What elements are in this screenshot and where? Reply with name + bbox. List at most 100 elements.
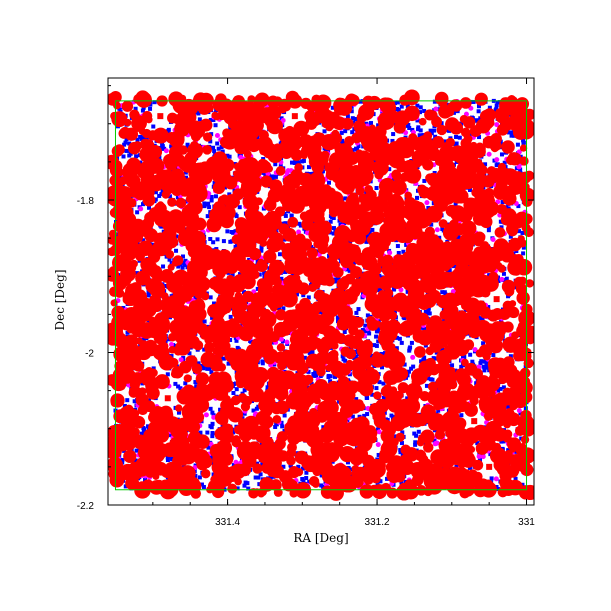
blue-point [279,420,284,425]
blue-point [298,223,303,228]
blue-point [404,242,409,247]
magenta-point [494,157,500,163]
blue-point [280,424,285,429]
blue-point [241,290,246,295]
blue-point [258,472,263,477]
blue-point [476,104,481,109]
blue-point [176,384,181,389]
blue-point [127,141,132,146]
blue-point [208,139,213,144]
blue-point [255,286,260,291]
blue-point [353,354,358,359]
blue-point [477,316,482,321]
blue-point [312,373,317,378]
blue-point [380,365,385,370]
blue-point [484,362,489,367]
blue-point [507,130,512,135]
blue-point [133,458,138,463]
blue-point [187,351,192,356]
blue-point [470,359,475,364]
blue-point [424,383,429,388]
blue-point [283,213,288,218]
blue-point [260,361,265,366]
blue-point [440,290,445,295]
blue-point [212,180,217,185]
blue-point [225,153,230,158]
blue-point [178,386,183,391]
blue-point [521,245,526,250]
blue-point [336,276,341,281]
magenta-point [238,154,244,160]
blue-point [234,338,239,343]
blue-point [396,250,401,255]
blue-point [333,374,338,379]
blue-point [415,103,420,108]
blue-point [170,456,175,461]
blue-point [308,171,313,176]
blue-point [165,372,170,377]
blue-point [141,429,146,434]
magenta-point [387,250,393,256]
blue-point [208,295,213,300]
red-point [501,140,515,154]
blue-point [351,120,356,125]
blue-point [343,129,348,134]
blue-point [422,355,427,360]
blue-point [413,442,418,447]
blue-point [257,272,262,277]
blue-point [183,170,188,175]
blue-point [367,331,372,336]
blue-point [167,257,172,262]
blue-point [193,380,198,385]
blue-point [394,335,399,340]
blue-point [405,103,410,108]
magenta-point [296,229,302,235]
blue-point [372,343,377,348]
red-point [364,368,380,385]
blue-point [210,421,215,426]
blue-point [157,193,162,198]
blue-point [238,272,243,277]
blue-point [375,329,380,334]
magenta-point [493,476,499,482]
blue-point [180,265,185,270]
blue-point [364,395,369,400]
red-point [519,144,528,152]
blue-point [211,240,216,245]
blue-point [474,381,479,386]
blue-point [432,99,437,104]
magenta-point [434,227,440,233]
blue-point [256,475,261,480]
blue-point [160,145,165,150]
blue-point [392,286,397,291]
blue-point [235,486,240,491]
blue-point [409,340,414,345]
blue-point [213,194,218,199]
blue-point [423,309,428,314]
blue-point [294,292,299,297]
blue-point [141,238,146,243]
blue-point [215,141,220,146]
blue-point [516,204,521,209]
blue-point [515,142,520,147]
blue-point [265,385,270,390]
blue-point [374,334,379,339]
blue-point [208,406,213,411]
blue-point [422,327,427,332]
blue-point [203,202,208,207]
blue-point [209,455,214,460]
blue-point [354,146,359,151]
blue-point [501,385,506,390]
magenta-point [499,276,505,282]
blue-point [378,286,383,291]
blue-point [207,205,212,210]
blue-point [127,153,132,158]
blue-point [412,431,417,436]
blue-point [385,476,390,481]
blue-point [429,222,434,227]
blue-point [476,109,481,114]
blue-point [350,414,355,419]
blue-point [369,121,374,126]
blue-point [339,130,344,135]
blue-point [459,413,464,418]
